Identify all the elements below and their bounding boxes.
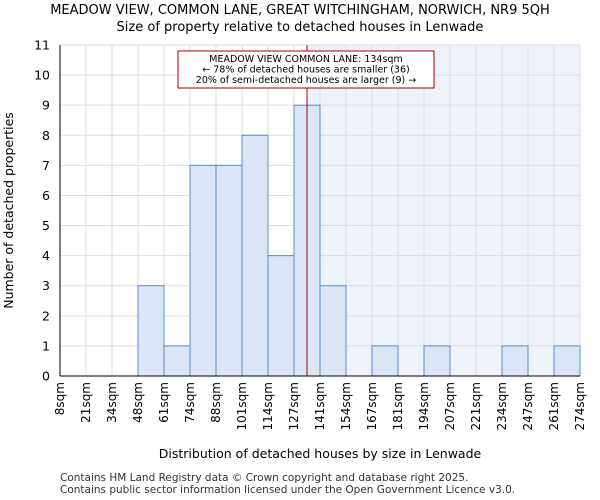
y-tick-labels: 0 1 2 3 4 5 6 7 8 9 10 11 bbox=[34, 38, 50, 384]
axes bbox=[59, 45, 580, 377]
y-tick-label: 5 bbox=[42, 218, 50, 233]
annotation-larger-text: 20% of semi-detached houses are larger (… bbox=[196, 75, 416, 86]
x-tick-label: 34sqm bbox=[105, 382, 119, 423]
annotation-property-label: MEADOW VIEW COMMON LANE: 134sqm bbox=[209, 54, 402, 65]
y-tick-label: 1 bbox=[42, 338, 50, 353]
y-tick-label: 7 bbox=[42, 158, 50, 173]
bar bbox=[501, 345, 529, 377]
x-tick-label: 127sqm bbox=[287, 382, 301, 430]
bar bbox=[163, 345, 191, 377]
larger-properties-shade bbox=[307, 45, 580, 376]
bar bbox=[371, 345, 399, 377]
x-tick-label: 101sqm bbox=[235, 382, 249, 430]
x-tick-label: 74sqm bbox=[183, 382, 197, 423]
y-tick-label: 2 bbox=[42, 308, 50, 323]
x-tick-label: 167sqm bbox=[365, 382, 379, 430]
bar bbox=[423, 345, 451, 377]
bar bbox=[189, 164, 217, 377]
x-tick-labels: 8sqm 21sqm 34sqm 48sqm 61sqm 74sqm 88sqm 101sqm… bbox=[53, 382, 587, 430]
bar bbox=[319, 285, 347, 377]
bar bbox=[553, 345, 581, 377]
x-tick-label: 234sqm bbox=[495, 382, 509, 430]
x-tick-label: 21sqm bbox=[79, 382, 93, 423]
annotation-smaller-text: ← 78% of detached houses are smaller (36… bbox=[202, 65, 409, 76]
y-tick-label: 6 bbox=[42, 188, 50, 203]
y-tick-label: 3 bbox=[42, 278, 50, 293]
y-tick-label: 9 bbox=[42, 98, 50, 113]
x-tick-label: 141sqm bbox=[313, 382, 327, 430]
x-tick-label: 114sqm bbox=[261, 382, 275, 430]
x-tick-label: 194sqm bbox=[417, 382, 431, 430]
x-tick-label: 261sqm bbox=[547, 382, 561, 430]
y-tick-label: 0 bbox=[42, 369, 50, 384]
x-tick-label: 61sqm bbox=[157, 382, 171, 423]
x-tick-label: 154sqm bbox=[339, 382, 353, 430]
x-tick-label: 181sqm bbox=[391, 382, 405, 430]
y-tick-label: 4 bbox=[42, 248, 50, 263]
x-axis-label: Distribution of detached houses by size … bbox=[159, 446, 482, 461]
x-tick-label: 247sqm bbox=[521, 382, 535, 430]
x-tick-label: 48sqm bbox=[131, 382, 145, 423]
bar bbox=[241, 134, 269, 377]
x-tick-label: 8sqm bbox=[53, 382, 67, 415]
annotation: MEADOW VIEW COMMON LANE: 134sqm← 78% of … bbox=[177, 50, 435, 89]
chart-title: MEADOW VIEW, COMMON LANE, GREAT WITCHING… bbox=[50, 3, 550, 18]
x-tick-label: 88sqm bbox=[209, 382, 223, 423]
bar bbox=[215, 164, 243, 377]
footer-licence: Contains public sector information licen… bbox=[60, 484, 516, 496]
y-tick-label: 10 bbox=[34, 68, 50, 83]
y-axis-label: Number of detached properties bbox=[1, 112, 16, 309]
annotation-box bbox=[177, 50, 435, 89]
y-tick-label: 8 bbox=[42, 128, 50, 143]
footer-copyright: Contains HM Land Registry data © Crown c… bbox=[60, 472, 469, 484]
x-tick-label: 207sqm bbox=[443, 382, 457, 430]
bar bbox=[267, 255, 295, 377]
bar bbox=[137, 285, 165, 377]
larger-properties-shade-layer bbox=[307, 45, 580, 376]
x-tick-label: 221sqm bbox=[469, 382, 483, 430]
x-tick-label: 274sqm bbox=[573, 382, 587, 430]
chart-subtitle: Size of property relative to detached ho… bbox=[116, 20, 484, 35]
y-tick-label: 11 bbox=[34, 38, 50, 53]
